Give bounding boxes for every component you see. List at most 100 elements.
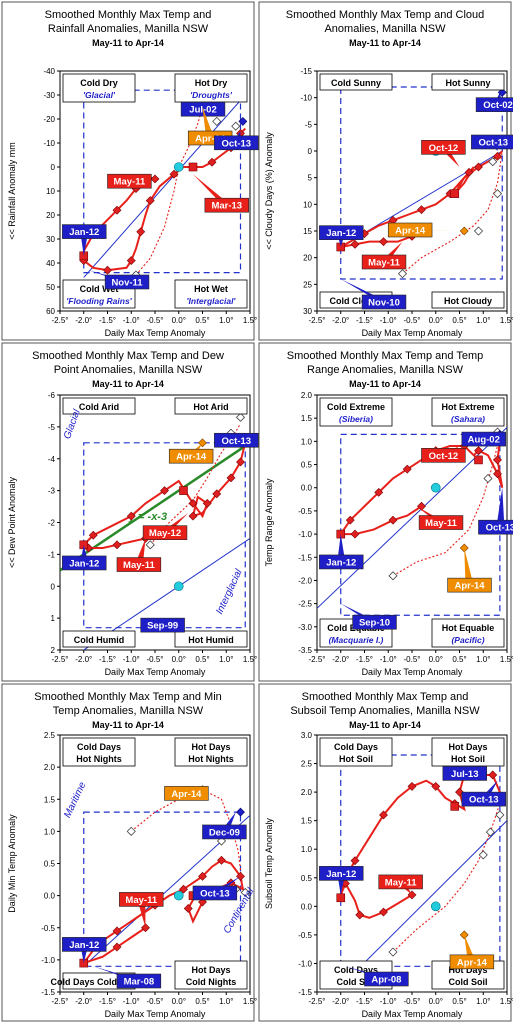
corner-label: Cold Arid [79,402,119,412]
corner-sub-label: 'Glacial' [83,90,116,100]
corner-sub-label: (Siberia) [339,414,373,424]
y-axis-label: Daily Min Temp Anomaly [7,814,17,913]
x-tick-label: -0.5° [147,997,164,1006]
date-callout: Nov-10 [340,279,407,310]
series-marker [160,486,169,496]
corner-label: Hot Sunny [446,78,491,88]
x-tick-label: -1.5° [99,655,116,664]
y-tick-label: -40 [43,67,55,76]
open-marker [212,116,222,126]
date-callout: Apr-14 [447,548,492,593]
y-tick-label: -0.5 [298,507,312,516]
x-tick-label: 0.0° [172,316,186,325]
x-tick-label: -2.0° [332,316,349,325]
callout-box [62,937,107,952]
x-tick-label: 0.0° [429,997,443,1006]
date-callout: Jan-12 [62,544,107,571]
series-marker [202,498,212,508]
blue-marker [236,807,245,817]
y-tick-label: -3.0 [298,623,312,632]
corner-label: Hot Nights [188,754,234,764]
y-axis-label: << Rainfall Anomaly mm [7,142,17,240]
y-tick-label: -10 [43,139,55,148]
series-marker [136,227,146,237]
date-callout: May-12 [142,512,189,540]
corner-label: Cold Wet [80,284,119,294]
chart-subtitle: May-11 to Apr-14 [349,38,421,48]
callout-text: Apr-14 [195,134,226,145]
y-tick-label: 1.5 [301,817,313,826]
date-callout: Dec-09 [202,812,247,840]
x-tick-label: 1.0° [219,316,233,325]
open-marker [473,226,484,236]
callout-text: Oct-13 [200,888,230,899]
corner-box [431,291,505,309]
y-tick-label: 5 [308,174,313,183]
y-tick-label: -0.5 [298,931,312,940]
callout-text: May-11 [385,877,417,888]
callout-text: Oct-12 [429,451,459,462]
corner-label: Cold Extreme [327,402,385,412]
extreme-range-box [340,86,503,280]
callout-text: Oct-12 [429,143,459,154]
callout-box [361,294,407,310]
date-callout: Mar-08 [93,966,162,989]
callout-text: May-11 [114,177,146,188]
plot-area [316,70,508,312]
corner-label: Hot Days [191,742,230,752]
corner-label: Hot Soil [451,754,485,764]
corner-label-tl: Cold Extreme (Siberia) [319,397,393,427]
date-callout: Oct-13 [461,780,506,807]
callout-box [107,173,152,189]
x-tick-label: -0.5° [147,316,164,325]
date-callout: Oct-13 [214,432,259,448]
callout-text: May-11 [425,518,457,529]
y-tick-label: -3 [48,487,56,496]
callout-text: Apr-08 [371,975,401,986]
series-marker [236,457,245,467]
blue-marker [238,116,248,126]
callout-box [214,135,259,151]
series-marker [112,540,122,550]
date-callout: Jan-12 [62,937,107,964]
y-tick-label: -1.5 [41,988,55,997]
corner-label: Hot Days [448,965,487,975]
dotted-series-line [135,106,204,276]
date-callout: May-11 [416,506,464,530]
corner-label: Hot Nights [76,754,122,764]
corner-box [62,737,136,767]
callout-pointer [193,174,231,206]
extreme-range-box [83,811,242,967]
chart-panel-2: Smoothed Monthly Max Temp and Cloud Anoma… [258,1,513,341]
open-marker [478,850,488,860]
x-tick-label: -1.0° [123,316,140,325]
series-marker [493,455,502,465]
x-tick-label: 0.5° [195,316,209,325]
corner-label-tr: Hot Days Hot Soil [431,737,505,767]
date-callout: Jan-12 [319,534,364,570]
chart-title-line2: Temp Anomalies, Manilla NSW [53,705,204,717]
corner-box [174,630,248,648]
series-marker [407,890,417,900]
x-tick-label: -2.0° [332,997,349,1006]
callout-text: Apr-14 [176,452,207,463]
series-marker [198,871,207,881]
series-marker [207,157,217,167]
y-tick-label: 15 [303,227,312,236]
callout-box [319,866,364,881]
series-square-marker [336,893,346,903]
date-callout: Jan-12 [319,225,364,247]
callout-text: Jan-12 [69,558,99,569]
x-tick-label: -2.5° [52,997,69,1006]
corner-label-tr: Hot Days Hot Nights [174,737,248,767]
series-marker [88,530,98,540]
corner-box [431,618,505,648]
corner-sub-label: 'Droughts' [190,90,233,100]
plot-content [79,89,248,280]
series-marker [417,205,426,215]
series-marker [103,265,112,275]
chart-title: Smoothed Monthly Max Temp and Temp [287,350,483,362]
date-callout: Nov-11 [88,270,150,290]
y-tick-label: 20 [303,254,312,263]
